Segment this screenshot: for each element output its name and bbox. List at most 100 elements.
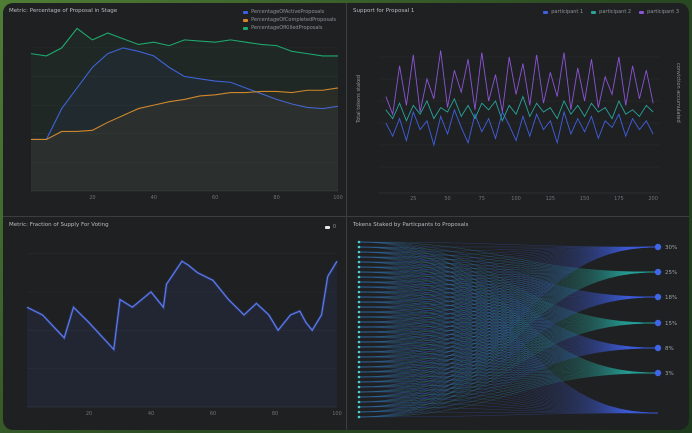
proposal-node <box>654 268 662 276</box>
flow-link <box>358 246 659 324</box>
x-tick-label: 175 <box>614 196 624 202</box>
participant-node <box>357 265 361 269</box>
stage-line-chart: 20 40 60 80 100 <box>30 27 343 201</box>
legend-item[interactable]: participant 2 <box>591 9 631 15</box>
proposal-label: 15% <box>665 321 677 327</box>
flow-link <box>358 291 659 324</box>
flow-link <box>358 381 659 414</box>
legend-item[interactable]: participant 1 <box>543 9 583 15</box>
participant-node <box>357 320 361 324</box>
participant-node <box>357 260 361 264</box>
flow-link <box>358 246 659 398</box>
x-tick-label: 20 <box>89 195 95 201</box>
flow-link <box>358 391 659 414</box>
flow-link <box>358 301 659 324</box>
participant-node <box>357 375 361 379</box>
legend-item[interactable]: PercentageOfActiveProposals <box>243 8 336 16</box>
series-line <box>385 50 654 116</box>
y2-axis-label: conviction accumulated <box>675 63 681 123</box>
legend-item[interactable]: PercentageOfKilledProposals <box>243 24 336 32</box>
flow-link <box>358 322 659 348</box>
proposal-node <box>654 293 662 301</box>
participant-node <box>357 330 361 334</box>
participant-node <box>357 280 361 284</box>
flow-link <box>358 246 659 313</box>
participant-node <box>357 270 361 274</box>
series-area <box>31 87 338 191</box>
flow-link <box>358 322 659 398</box>
x-tick-label: 100 <box>511 196 521 202</box>
x-tick-label: 100 <box>333 195 343 201</box>
flow-link <box>358 296 659 324</box>
flow-link <box>358 322 659 328</box>
flow-link <box>358 322 659 338</box>
x-tick-label: 75 <box>479 196 485 202</box>
x-tick-label: 20 <box>86 411 92 417</box>
flow-link <box>358 286 659 324</box>
flow-link <box>358 246 659 388</box>
flow-link <box>358 271 659 403</box>
flow-link <box>358 322 659 388</box>
proposal-label: 18% <box>665 295 677 301</box>
participant-node <box>357 240 361 244</box>
participant-node <box>357 275 361 279</box>
series-line <box>26 260 338 351</box>
participant-node <box>357 400 361 404</box>
flow-link <box>358 411 659 414</box>
flow-link <box>358 251 659 324</box>
participant-node <box>357 360 361 364</box>
sankey-chart: 30% 25% 18% 15% 8% 3% <box>357 240 677 419</box>
series-area <box>27 261 337 407</box>
participant-node <box>357 395 361 399</box>
legend-item[interactable]: participant 3 <box>639 9 679 15</box>
flow-link <box>358 322 659 343</box>
x-tick-label: 40 <box>148 411 154 417</box>
flow-link <box>358 246 659 403</box>
proposal-node <box>654 369 662 377</box>
x-tick-label: 80 <box>273 195 279 201</box>
participant-node <box>357 350 361 354</box>
flow-link <box>358 246 659 273</box>
legend-item[interactable]: PercentageOfCompletedProposals <box>243 16 336 24</box>
support-line-chart: 25 50 75 100 125 150 175 200 <box>379 50 660 202</box>
participant-node <box>357 315 361 319</box>
flow-link <box>358 322 659 363</box>
proposal-label: 3% <box>665 371 674 377</box>
flow-link <box>358 246 659 318</box>
x-tick-label: 60 <box>210 411 216 417</box>
flow-link <box>358 396 659 414</box>
chart-legend: PercentageOfActiveProposals PercentageOf… <box>243 8 336 32</box>
flow-link <box>358 256 659 324</box>
flow-link <box>358 246 659 293</box>
proposal-node <box>654 319 662 327</box>
flow-link <box>358 372 659 418</box>
panel-title: Tokens Staked by Particpants to Proposal… <box>353 222 469 228</box>
flow-link <box>358 241 659 324</box>
series-line <box>30 27 338 57</box>
x-tick-label: 25 <box>410 196 416 202</box>
flow-link <box>358 246 659 378</box>
flow-link <box>358 261 659 324</box>
panel-title: Metric: Percentage of Proposal in Stage <box>9 8 118 14</box>
flow-link <box>358 322 659 353</box>
flow-link <box>358 296 659 418</box>
flow-link <box>358 246 659 413</box>
participant-node <box>357 340 361 344</box>
chart-legend: 0 <box>317 224 336 230</box>
x-tick-label: 40 <box>151 195 157 201</box>
flow-link <box>358 241 659 248</box>
chart-legend: participant 1 participant 2 participant … <box>535 9 679 15</box>
flow-link <box>358 246 659 263</box>
flow-link <box>358 271 659 398</box>
participant-node <box>357 245 361 249</box>
flow-link <box>358 246 659 363</box>
legend-item[interactable]: 0 <box>324 224 336 230</box>
series-area <box>31 47 338 192</box>
flow-link <box>358 246 659 373</box>
x-tick-label: 60 <box>212 195 218 201</box>
participant-node <box>357 300 361 304</box>
proposal-node <box>654 344 662 352</box>
legend-label: PercentageOfActiveProposals <box>251 9 325 15</box>
participant-node <box>357 310 361 314</box>
flow-link <box>358 347 659 418</box>
